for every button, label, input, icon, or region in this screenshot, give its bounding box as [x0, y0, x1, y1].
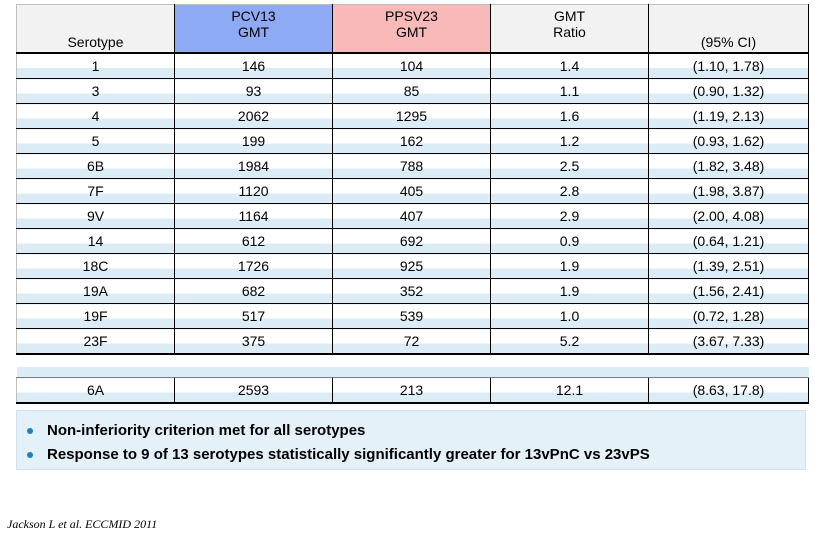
table-row: 7F 1120 405 2.8 (1.98, 3.87) — [16, 178, 809, 204]
header-ppsv23-gmt: PPSV23 GMT — [332, 4, 491, 54]
cell-ci: (1.56, 2.41) — [648, 278, 809, 304]
table-row: 3 93 85 1.1 (0.90, 1.32) — [16, 78, 809, 104]
cell-pcv13: 93 — [174, 78, 333, 104]
cell-pcv13: 375 — [174, 328, 333, 355]
citation: Jackson L et al. ECCMID 2011 — [7, 517, 158, 531]
cell-ci: (3.67, 7.33) — [648, 328, 809, 355]
table-row: 5 199 162 1.2 (0.93, 1.62) — [16, 128, 809, 154]
cell-ppsv23: 72 — [332, 328, 491, 355]
cell-ppsv23: 407 — [332, 203, 491, 229]
cell-ratio: 1.9 — [490, 278, 649, 304]
cell-pcv13: 146 — [174, 53, 333, 79]
cell-ppsv23: 162 — [332, 128, 491, 154]
cell-ratio: 12.1 — [490, 377, 649, 404]
cell-ratio: 0.9 — [490, 228, 649, 254]
cell-ratio: 1.0 — [490, 303, 649, 329]
cell-ci: (8.63, 17.8) — [648, 377, 809, 404]
cell-pcv13: 1164 — [174, 203, 333, 229]
cell-ratio: 1.9 — [490, 253, 649, 279]
cell-ratio: 2.5 — [490, 153, 649, 179]
note-text: Response to 9 of 13 serotypes statistica… — [47, 446, 650, 463]
cell-serotype: 6A — [16, 377, 175, 404]
header-gmt-ratio: GMT Ratio — [490, 4, 649, 54]
cell-pcv13: 199 — [174, 128, 333, 154]
cell-ppsv23: 692 — [332, 228, 491, 254]
table-row-6a: 6A 2593 213 12.1 (8.63, 17.8) — [16, 377, 809, 404]
cell-serotype: 3 — [16, 78, 175, 104]
gmt-comparison-table: Serotype PCV13 GMT PPSV23 GMT GMT Ratio (95… — [16, 4, 809, 404]
table-row: 19A 682 352 1.9 (1.56, 2.41) — [16, 278, 809, 304]
cell-ci: (0.64, 1.21) — [648, 228, 809, 254]
cell-pcv13: 2062 — [174, 103, 333, 129]
table-row: 18C 1726 925 1.9 (1.39, 2.51) — [16, 253, 809, 279]
cell-ratio: 2.8 — [490, 178, 649, 204]
cell-serotype: 19A — [16, 278, 175, 304]
cell-pcv13: 682 — [174, 278, 333, 304]
cell-pcv13: 1984 — [174, 153, 333, 179]
header-ci: (95% CI) — [648, 4, 809, 54]
cell-pcv13: 1120 — [174, 178, 333, 204]
cell-serotype: 9V — [16, 203, 175, 229]
cell-ppsv23: 539 — [332, 303, 491, 329]
cell-ratio: 2.9 — [490, 203, 649, 229]
note-item: Non-inferiority criterion met for all se… — [17, 419, 805, 443]
cell-ci: (1.39, 2.51) — [648, 253, 809, 279]
table-row: 14 612 692 0.9 (0.64, 1.21) — [16, 228, 809, 254]
table-row: 1 146 104 1.4 (1.10, 1.78) — [16, 53, 809, 79]
cell-ci: (0.93, 1.62) — [648, 128, 809, 154]
cell-serotype: 18C — [16, 253, 175, 279]
cell-pcv13: 517 — [174, 303, 333, 329]
cell-ci: (1.19, 2.13) — [648, 103, 809, 129]
cell-ppsv23: 1295 — [332, 103, 491, 129]
cell-ppsv23: 104 — [332, 53, 491, 79]
cell-serotype: 19F — [16, 303, 175, 329]
table-row: 4 2062 1295 1.6 (1.19, 2.13) — [16, 103, 809, 129]
table-row: 23F 375 72 5.2 (3.67, 7.33) — [16, 328, 809, 355]
cell-ci: (0.90, 1.32) — [648, 78, 809, 104]
table-row: 19F 517 539 1.0 (0.72, 1.28) — [16, 303, 809, 329]
cell-ci: (0.72, 1.28) — [648, 303, 809, 329]
header-serotype: Serotype — [16, 4, 175, 54]
cell-ppsv23: 405 — [332, 178, 491, 204]
header-pcv13-gmt: PCV13 GMT — [174, 4, 333, 54]
bullet-icon — [27, 452, 33, 458]
cell-ppsv23: 925 — [332, 253, 491, 279]
table-header-row: Serotype PCV13 GMT PPSV23 GMT GMT Ratio (95… — [16, 4, 809, 54]
note-item: Response to 9 of 13 serotypes statistica… — [17, 443, 805, 467]
cell-serotype: 23F — [16, 328, 175, 355]
cell-serotype: 4 — [16, 103, 175, 129]
cell-ratio: 1.6 — [490, 103, 649, 129]
cell-serotype: 14 — [16, 228, 175, 254]
cell-serotype: 5 — [16, 128, 175, 154]
table-spacer-row — [16, 354, 809, 378]
cell-ci: (1.98, 3.87) — [648, 178, 809, 204]
notes-box: Non-inferiority criterion met for all se… — [16, 410, 806, 470]
cell-serotype: 7F — [16, 178, 175, 204]
cell-ci: (1.10, 1.78) — [648, 53, 809, 79]
cell-ci: (2.00, 4.08) — [648, 203, 809, 229]
cell-serotype: 6B — [16, 153, 175, 179]
table-row: 6B 1984 788 2.5 (1.82, 3.48) — [16, 153, 809, 179]
bullet-icon — [27, 428, 33, 434]
cell-ppsv23: 85 — [332, 78, 491, 104]
cell-serotype: 1 — [16, 53, 175, 79]
cell-ppsv23: 213 — [332, 377, 491, 404]
table-row: 9V 1164 407 2.9 (2.00, 4.08) — [16, 203, 809, 229]
note-text: Non-inferiority criterion met for all se… — [47, 422, 366, 439]
spacer-cell — [16, 354, 809, 378]
cell-pcv13: 1726 — [174, 253, 333, 279]
cell-ratio: 1.1 — [490, 78, 649, 104]
cell-pcv13: 2593 — [174, 377, 333, 404]
cell-ratio: 1.2 — [490, 128, 649, 154]
cell-ci: (1.82, 3.48) — [648, 153, 809, 179]
cell-pcv13: 612 — [174, 228, 333, 254]
cell-ppsv23: 788 — [332, 153, 491, 179]
cell-ratio: 1.4 — [490, 53, 649, 79]
cell-ppsv23: 352 — [332, 278, 491, 304]
cell-ratio: 5.2 — [490, 328, 649, 355]
